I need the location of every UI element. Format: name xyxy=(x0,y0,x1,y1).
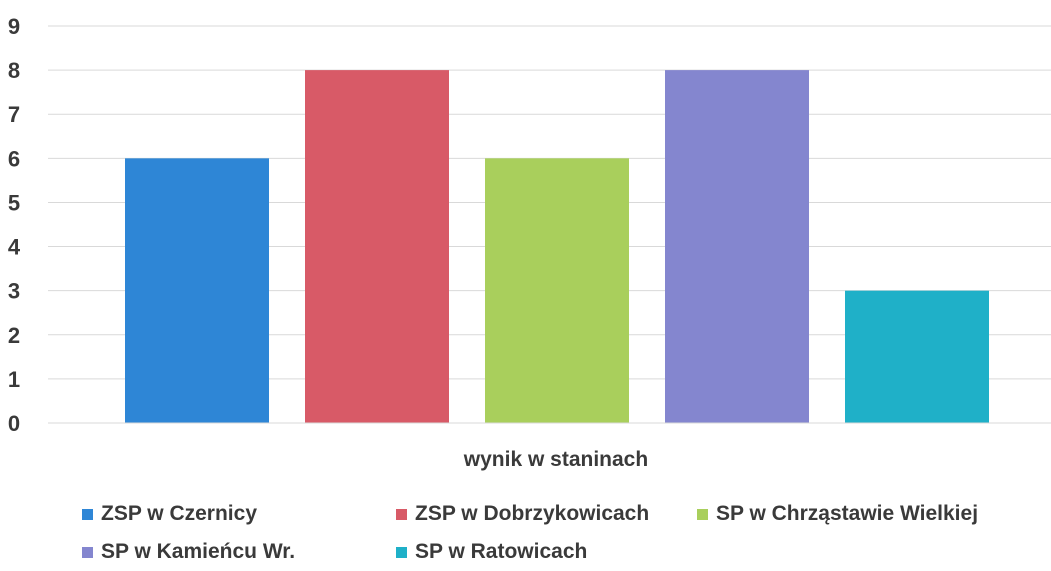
y-tick-label: 0 xyxy=(8,411,20,436)
y-tick-label: 7 xyxy=(8,102,20,127)
legend-label: SP w Kamieńcu Wr. xyxy=(101,540,296,563)
y-tick-label: 5 xyxy=(8,190,20,215)
y-tick-label: 9 xyxy=(8,14,20,39)
y-tick-label: 4 xyxy=(8,235,21,260)
y-tick-label: 2 xyxy=(8,323,20,348)
bars xyxy=(125,70,989,424)
bar-5 xyxy=(845,290,989,423)
y-axis-ticks: 0 1 2 3 4 5 6 7 8 9 xyxy=(8,14,21,436)
legend-item: SP w Ratowicach xyxy=(396,534,587,570)
legend: ZSP w Czernicy ZSP w Dobrzykowicach SP w C… xyxy=(0,490,1051,571)
legend-swatch xyxy=(82,508,93,520)
legend-label: SP w Chrząstawie Wielkiej xyxy=(716,502,979,525)
bar-1 xyxy=(125,158,269,424)
legend-label: ZSP w Czernicy xyxy=(101,502,258,525)
legend-label: ZSP w Dobrzykowicach xyxy=(415,502,650,525)
legend-swatch xyxy=(697,508,708,520)
legend-swatch xyxy=(396,508,407,520)
legend-item: ZSP w Czernicy xyxy=(82,496,257,532)
bar-2 xyxy=(305,70,449,423)
bar-4 xyxy=(665,70,809,423)
x-axis-label: wynik w staninach xyxy=(463,448,648,471)
y-tick-label: 1 xyxy=(8,367,20,392)
y-tick-label: 6 xyxy=(8,146,20,171)
bar-chart: 0 1 2 3 4 5 6 7 8 9 wynik w staninach xyxy=(8,14,1051,471)
legend-item: SP w Kamieńcu Wr. xyxy=(82,534,295,570)
y-tick-label: 3 xyxy=(8,279,20,304)
legend-label: SP w Ratowicach xyxy=(415,540,588,563)
legend-swatch xyxy=(82,546,93,558)
bar-3 xyxy=(485,158,629,424)
y-tick-label: 8 xyxy=(8,58,20,83)
legend-item: SP w Chrząstawie Wielkiej xyxy=(697,496,978,532)
legend-item: ZSP w Dobrzykowicach xyxy=(396,496,649,532)
legend-swatch xyxy=(396,546,407,558)
